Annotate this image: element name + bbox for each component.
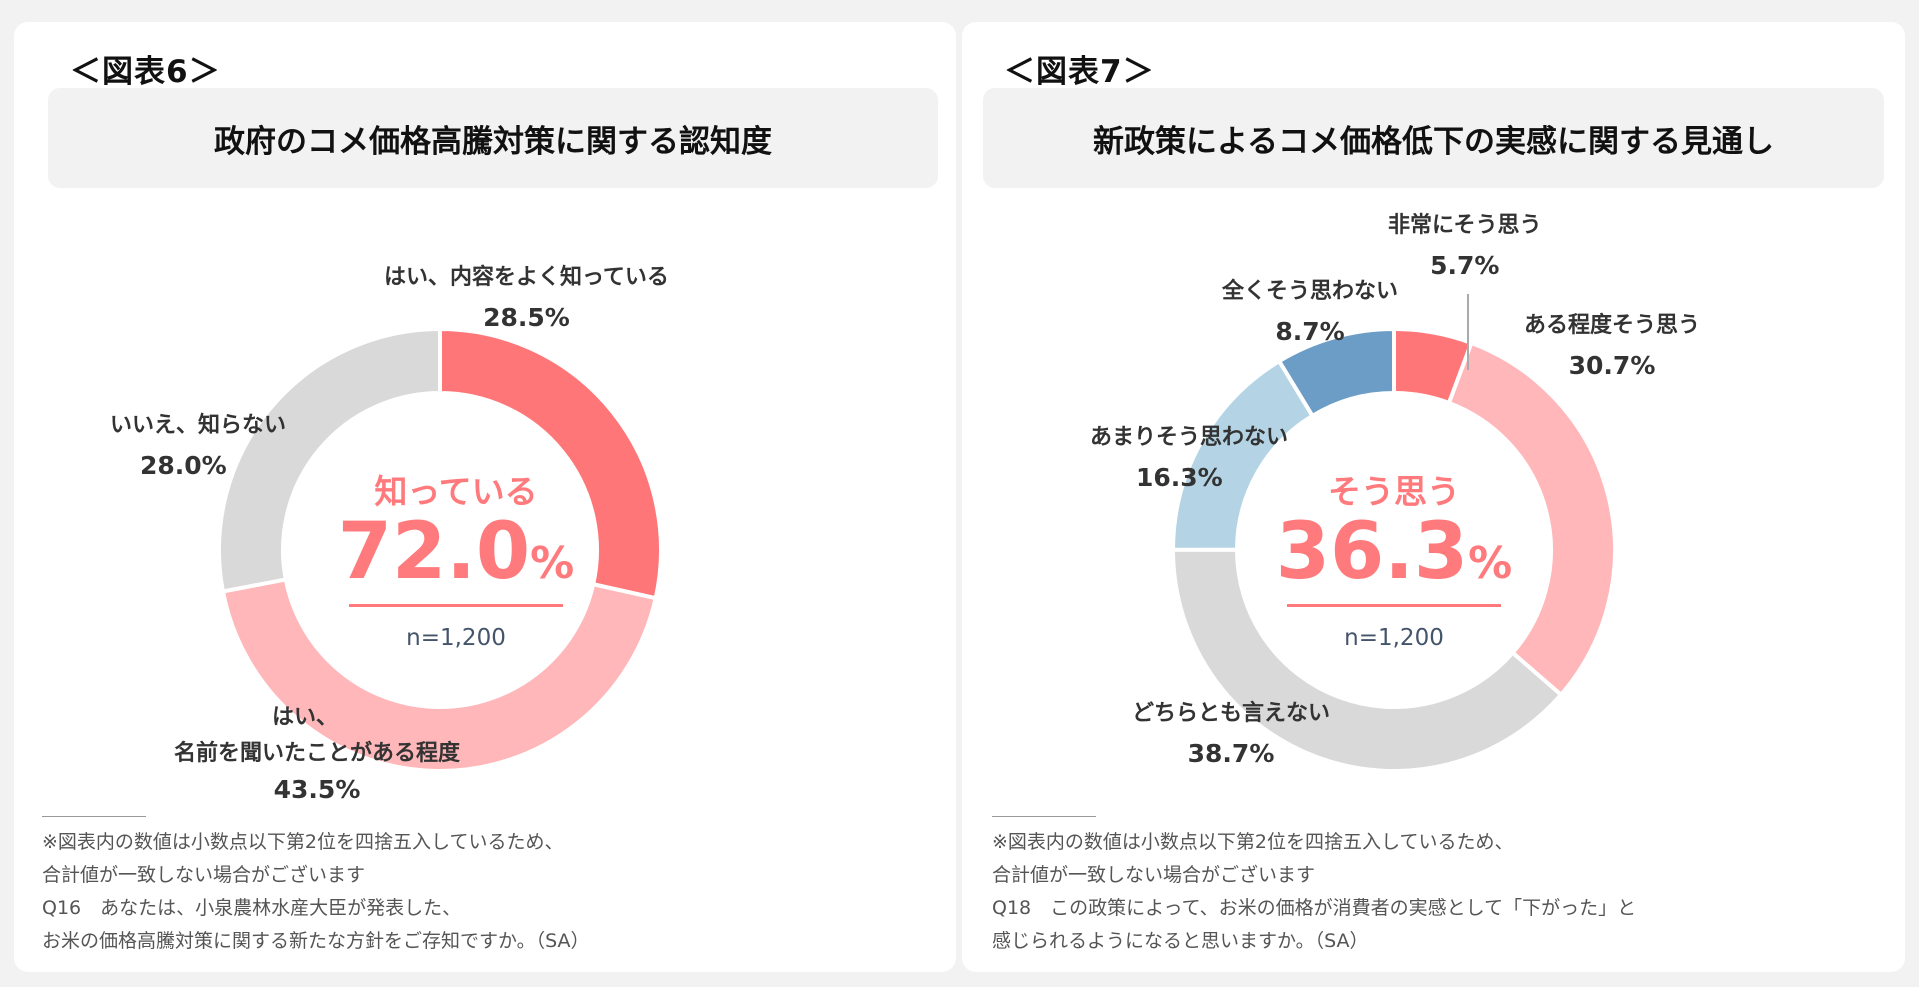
figure-7-title: 新政策によるコメ価格低下の実感に関する見通し <box>1092 123 1775 160</box>
figure-6-center: 知っている 72.0% n=1,200 <box>306 472 606 651</box>
donut-slice-2 <box>1170 547 1564 773</box>
figure-6-sample-size: n=1,200 <box>406 625 506 651</box>
donut-slice-0 <box>438 326 663 601</box>
figure-6-label-s0: はい、内容をよく知っている 28.5% <box>384 265 669 332</box>
figure-7-panel: ＜図表7＞ 新政策によるコメ価格低下の実感に関する見通し そう思う 36.3% … <box>962 22 1905 972</box>
figure-7-label: ＜図表7＞ <box>1004 54 1155 90</box>
figure-6-notes-rule <box>42 816 146 817</box>
figure-7-label-s3: あまりそう思わない 16.3% <box>1090 425 1289 492</box>
figure-6-center-keyword: 知っている <box>374 472 538 511</box>
figure-6-label-s2: いいえ、知らない 28.0% <box>110 413 287 480</box>
figure-7-label-s2: どちらとも言えない 38.7% <box>1132 701 1331 768</box>
figure-6-center-value: 72.0% <box>337 507 575 597</box>
figure-7-sample-size: n=1,200 <box>1344 625 1444 651</box>
figure-7-center-underline <box>1287 604 1501 607</box>
figure-7-title-box: 新政策によるコメ価格低下の実感に関する見通し <box>983 88 1884 188</box>
figure-6-notes: ※図表内の数値は小数点以下第2位を四捨五入しているため、 合計値が一致しない場合… <box>42 831 590 952</box>
donut-slice-1 <box>220 577 659 773</box>
figure-7-label-s1: ある程度そう思う 30.7% <box>1524 313 1701 380</box>
figure-7-label-s4: 全くそう思わない 8.7% <box>1222 279 1399 346</box>
figure-6-center-underline <box>349 604 563 607</box>
figure-6-panel: ＜図表6＞ 政府のコメ価格高騰対策に関する認知度 知っている 72.0% n=1… <box>14 22 956 972</box>
figure-7-notes: ※図表内の数値は小数点以下第2位を四捨五入しているため、 合計値が一致しない場合… <box>992 831 1637 952</box>
figure-6-title: 政府のコメ価格高騰対策に関する認知度 <box>214 123 772 160</box>
figure-6-title-box: 政府のコメ価格高騰対策に関する認知度 <box>48 88 938 188</box>
donut-chart-7 <box>1170 294 1617 773</box>
donut-chart-6 <box>217 326 663 773</box>
figure-7-center-value: 36.3% <box>1275 507 1513 597</box>
donut-slice-4 <box>1276 326 1396 419</box>
figure-6-label-s1: はい、 名前を聞いたことがある程度 43.5% <box>174 705 461 804</box>
figure-7-label-s0: 非常にそう思う 5.7% <box>1388 213 1542 280</box>
figure-7-center: そう思う 36.3% n=1,200 <box>1244 472 1544 651</box>
figure-7-center-keyword: そう思う <box>1328 472 1460 511</box>
donut-slice-2 <box>217 326 442 594</box>
donut-slice-1 <box>1446 340 1617 698</box>
figure-7-notes-rule <box>992 816 1096 817</box>
figure-6-label: ＜図表6＞ <box>70 54 221 90</box>
